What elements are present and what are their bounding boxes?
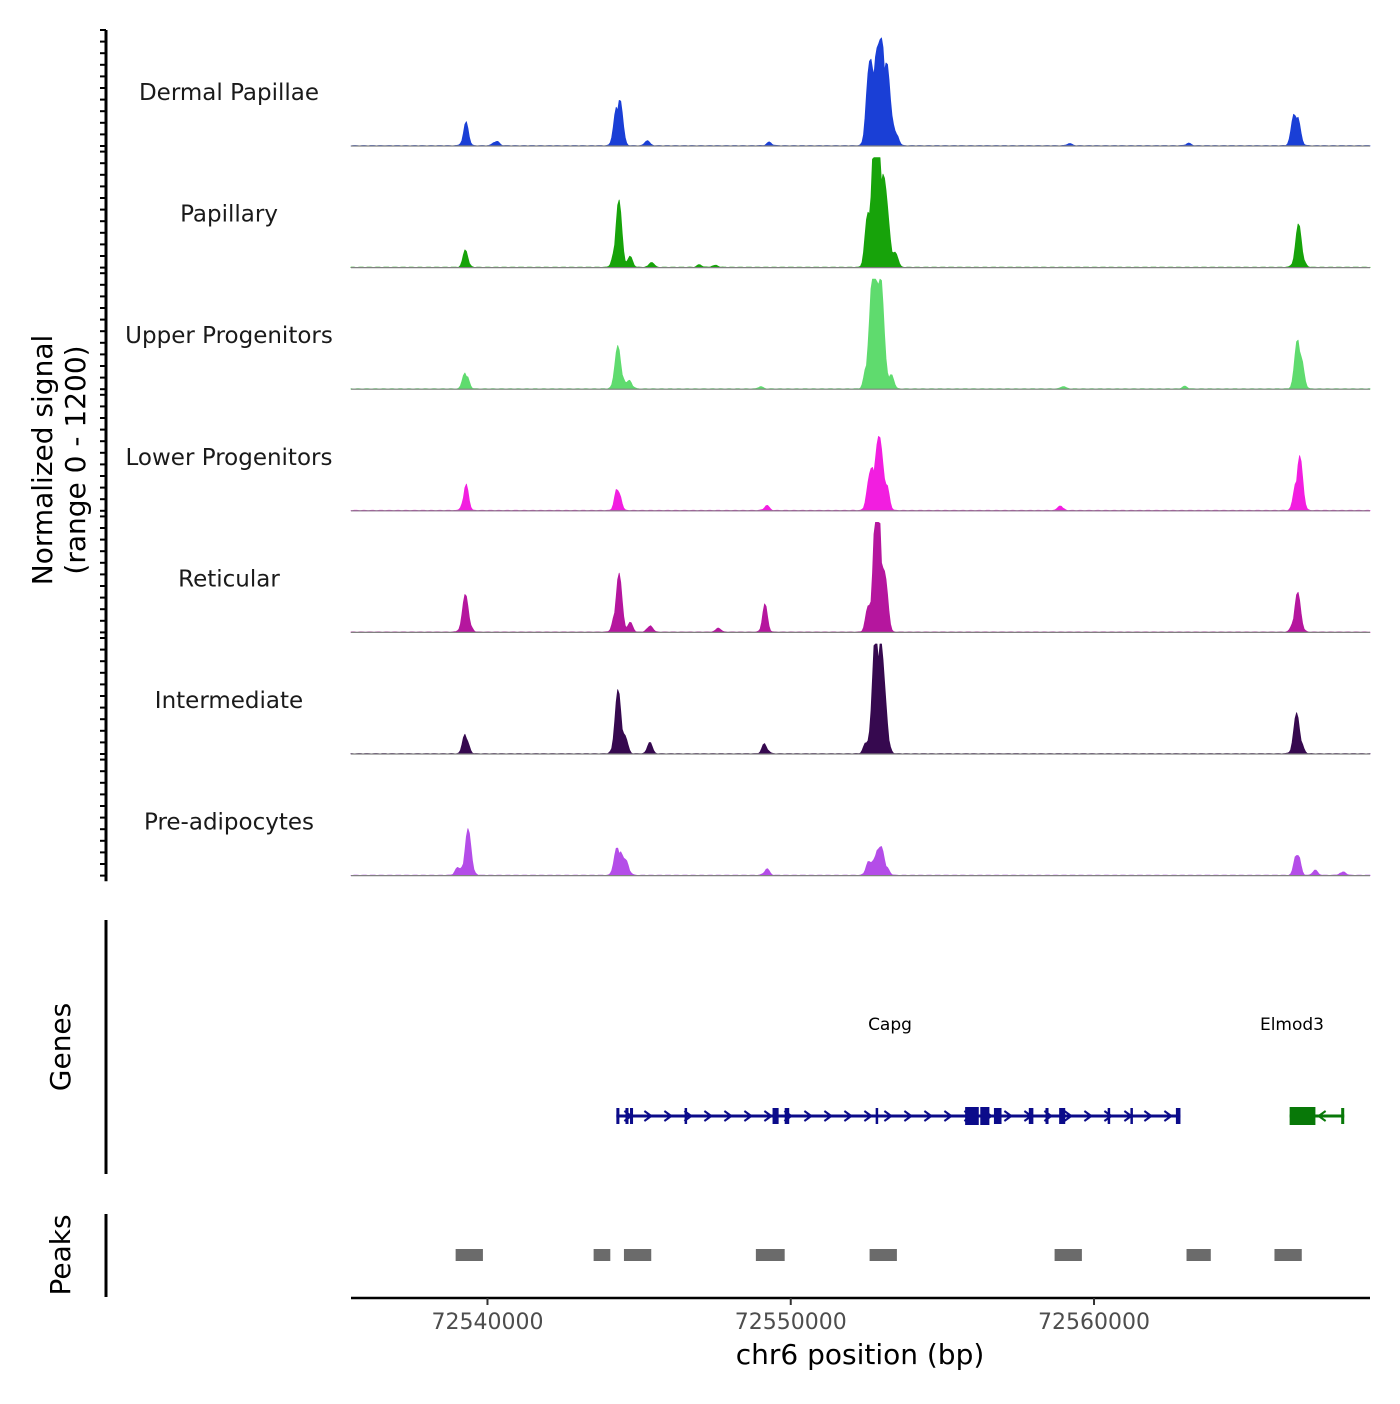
exon (1028, 1108, 1034, 1124)
exon (965, 1107, 979, 1125)
peak-region (455, 1249, 483, 1261)
track-signal-area (350, 522, 1371, 633)
x-tick-label: 72540000 (431, 1310, 543, 1335)
strand-arrow (863, 1110, 874, 1122)
track-label: Dermal Papillae (139, 80, 319, 106)
x-axis-title: chr6 position (bp) (736, 1338, 985, 1371)
peak-region (1186, 1249, 1211, 1261)
peak-region (623, 1249, 652, 1261)
gene-capg: Capg (616, 1015, 1181, 1125)
track-label: Reticular (178, 566, 280, 592)
track-4: Reticular (100, 515, 1371, 634)
track-label: Upper Progenitors (125, 323, 333, 349)
exon (1107, 1108, 1111, 1124)
strand-arrow (1163, 1110, 1174, 1122)
exon (625, 1108, 629, 1124)
genes-panel-label: Genes (44, 1003, 77, 1091)
peak-region (1054, 1249, 1082, 1261)
gene-label: Elmod3 (1260, 1015, 1324, 1035)
exon (1289, 1107, 1316, 1125)
x-tick-label: 72550000 (735, 1310, 847, 1335)
exon (1130, 1108, 1133, 1124)
strand-arrow (1143, 1110, 1154, 1122)
strand-arrow (903, 1110, 914, 1122)
x-tick-label: 72560000 (1038, 1310, 1150, 1335)
strand-arrow (703, 1110, 714, 1122)
exon (1341, 1108, 1345, 1124)
track-1: Papillary (100, 150, 1371, 269)
track-signal-area (350, 278, 1371, 390)
exon (684, 1108, 688, 1124)
exon (784, 1108, 790, 1124)
strand-arrow (1316, 1110, 1327, 1122)
peak-region (755, 1249, 785, 1261)
track-label: Pre-adipocytes (144, 810, 314, 836)
exon (1175, 1108, 1181, 1124)
y-axis-title-line1: Normalized signal (26, 335, 59, 586)
track-label: Lower Progenitors (126, 445, 333, 471)
track-6: Pre-adipocytes (100, 758, 1371, 877)
exon (772, 1108, 779, 1124)
track-signal-area (350, 643, 1371, 755)
strand-arrow (803, 1110, 814, 1122)
strand-arrow (663, 1110, 674, 1122)
strand-arrow (723, 1110, 734, 1122)
signal-tracks: Dermal Papillae Papillary Upper Progenitor… (100, 29, 1371, 877)
x-axis-ticks: 72540000 72550000 72560000 (431, 1298, 1150, 1335)
peak-region (1274, 1249, 1302, 1261)
exon (630, 1108, 634, 1124)
strand-arrow (823, 1110, 834, 1122)
track-signal-area (350, 436, 1371, 512)
strand-arrow (763, 1110, 774, 1122)
track-3: Lower Progenitors (100, 393, 1371, 512)
exon (980, 1107, 990, 1125)
exon (616, 1108, 620, 1124)
track-label: Papillary (180, 202, 278, 228)
strand-arrow (1003, 1110, 1014, 1122)
gene-elmod3: Elmod3 (1260, 1015, 1345, 1125)
strand-arrow (943, 1110, 954, 1122)
strand-arrow (923, 1110, 934, 1122)
exon (1045, 1108, 1049, 1124)
strand-arrow (1063, 1110, 1074, 1122)
track-5: Intermediate (100, 637, 1371, 755)
track-label: Intermediate (155, 688, 303, 714)
strand-arrow (643, 1110, 654, 1122)
track-signal-area (350, 828, 1371, 876)
track-signal-area (350, 37, 1371, 147)
peak-region (869, 1249, 897, 1261)
exon (993, 1108, 1002, 1124)
track-signal-area (350, 157, 1371, 268)
strand-arrow (843, 1110, 854, 1122)
strand-arrow (743, 1110, 754, 1122)
track-2: Upper Progenitors (100, 272, 1371, 391)
gene-annotations: Capg Elmod3 (616, 1015, 1345, 1125)
y-axis-title-line2: (range 0 - 1200) (59, 345, 92, 574)
peaks-panel-label: Peaks (44, 1214, 77, 1295)
strand-arrow (1103, 1110, 1114, 1122)
gene-label: Capg (868, 1015, 912, 1035)
peak-region (593, 1249, 611, 1261)
strand-arrow (883, 1110, 894, 1122)
exon (1059, 1108, 1066, 1124)
exon (875, 1108, 879, 1124)
peak-regions (455, 1249, 1302, 1261)
y-axis-title: Normalized signal (range 0 - 1200) (26, 335, 92, 586)
strand-arrow (1083, 1110, 1094, 1122)
track-0: Dermal Papillae (100, 29, 1371, 147)
